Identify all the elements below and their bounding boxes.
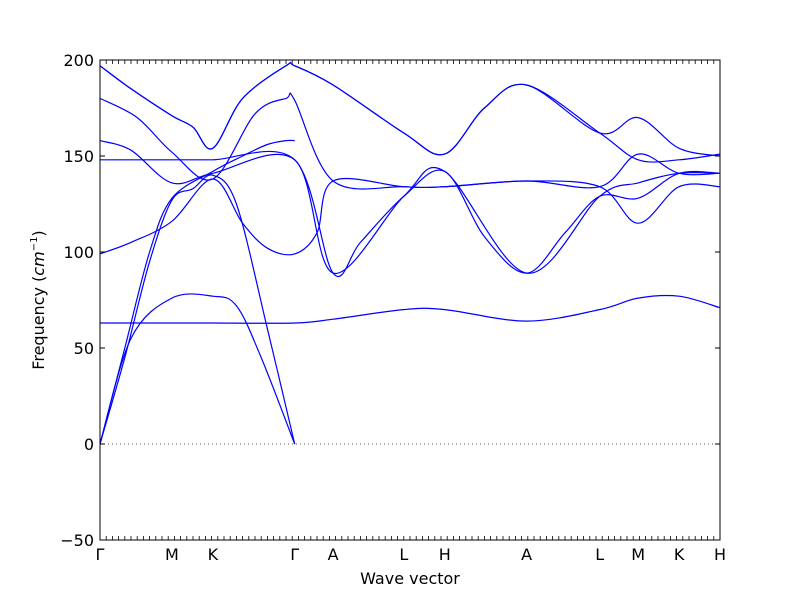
band-line-5 [99,153,721,256]
plot-frame [99,59,721,541]
y-tick-label: 0 [84,435,94,454]
y-tick-label: 200 [63,51,94,70]
x-tick-label: L [399,545,408,564]
band-lines [99,61,721,445]
x-tick-label: Γ [290,545,299,564]
band-line-2 [99,174,296,445]
x-tick-label: A [521,545,532,564]
band-line-6 [100,150,721,277]
x-tick-label: Γ [96,545,105,564]
y-axis-label-suffix: ) [29,230,48,236]
plot-background [100,60,720,540]
x-tick-label: K [674,545,685,564]
x-tick-label: K [208,545,219,564]
band-line-8 [99,92,721,224]
y-tick-label: 100 [63,243,94,262]
band-line-7 [99,140,721,274]
x-tick-label: H [714,545,726,564]
y-axis-label-unit: cm [29,251,48,275]
y-tick-label: −50 [60,531,94,550]
x-tick-label: A [328,545,339,564]
x-axis-label: Wave vector [360,569,460,588]
y-axis-label-prefix: Frequency ( [29,276,48,370]
y-tick-label: 50 [74,339,94,358]
band-line-10 [99,61,721,157]
x-tick-label: L [595,545,604,564]
y-axis-ticks: −50 0 50 100 150 200 [60,51,720,550]
y-axis-label-exponent: −1 [29,237,40,252]
y-axis-label: Frequency (cm−1) [29,230,48,369]
x-tick-label: M [165,545,179,564]
x-tick-label: H [439,545,451,564]
y-tick-label: 150 [63,147,94,166]
band-line-4 [100,294,721,324]
x-tick-label: M [631,545,645,564]
